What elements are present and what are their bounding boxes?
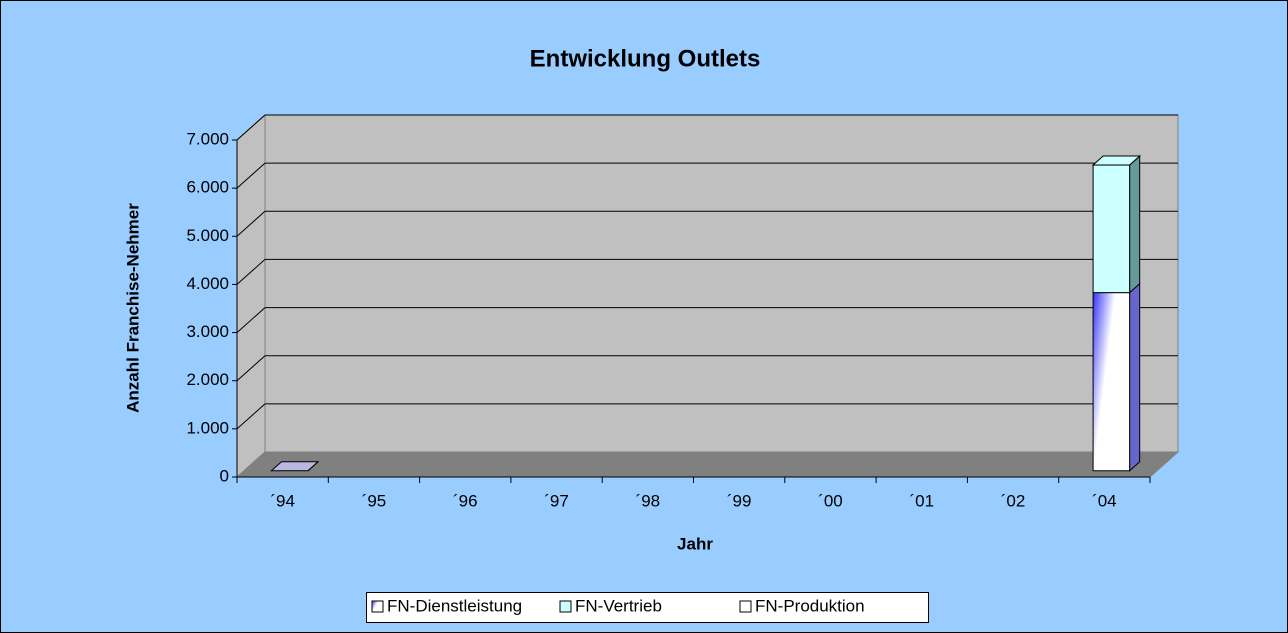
chart-title: Entwicklung Outlets: [530, 45, 761, 72]
bar-side: [1129, 282, 1141, 472]
x-tick-label: ´96: [453, 491, 478, 510]
bar: [1092, 292, 1131, 472]
legend-swatch: [739, 600, 752, 613]
floor: [235, 451, 1180, 478]
y-tick-label: 1.000: [186, 418, 229, 437]
x-tick-label: ´04: [1092, 491, 1117, 510]
bar: [1092, 164, 1131, 294]
y-tick-label: 5.000: [186, 226, 229, 245]
x-axis-label: Jahr: [677, 534, 713, 553]
legend-swatch: [371, 600, 384, 613]
x-tick-label: ´01: [909, 491, 934, 510]
x-tick-label: ´00: [818, 491, 843, 510]
legend-label: FN-Dienstleistung: [387, 596, 522, 615]
y-axis-label: Anzahl Franchise-Nehmer: [123, 203, 142, 413]
legend-label: FN-Produktion: [755, 596, 865, 615]
grid-line: [236, 210, 266, 237]
bar-top: [270, 461, 320, 472]
y-tick-label: 6.000: [186, 178, 229, 197]
x-tick-label: ´97: [544, 491, 569, 510]
x-tick-label: ´98: [636, 491, 661, 510]
grid-line: [236, 259, 266, 285]
grid-line: [236, 307, 266, 333]
legend-box: [366, 592, 929, 623]
y-tick-label: 7.000: [186, 129, 229, 148]
grid-line: [236, 403, 266, 430]
x-tick-label: ´95: [362, 491, 387, 510]
bar-side: [1129, 154, 1141, 294]
legend-label: FN-Vertrieb: [575, 596, 662, 615]
y-tick-label: 4.000: [186, 274, 229, 293]
x-tick-label: ´94: [270, 491, 295, 510]
x-tick-label: ´99: [727, 491, 752, 510]
bar-top: [1091, 155, 1142, 166]
grid-line: [236, 162, 266, 189]
legend-swatch: [559, 600, 572, 613]
side-wall: [236, 113, 266, 479]
back-wall: [264, 114, 1179, 453]
grid-line: [236, 114, 266, 141]
y-tick-label: 3.000: [186, 322, 229, 341]
y-tick-label: 2.000: [186, 370, 229, 389]
x-tick-label: ´02: [1001, 491, 1026, 510]
grid-line: [236, 355, 266, 382]
y-tick-label: 0: [220, 466, 229, 485]
